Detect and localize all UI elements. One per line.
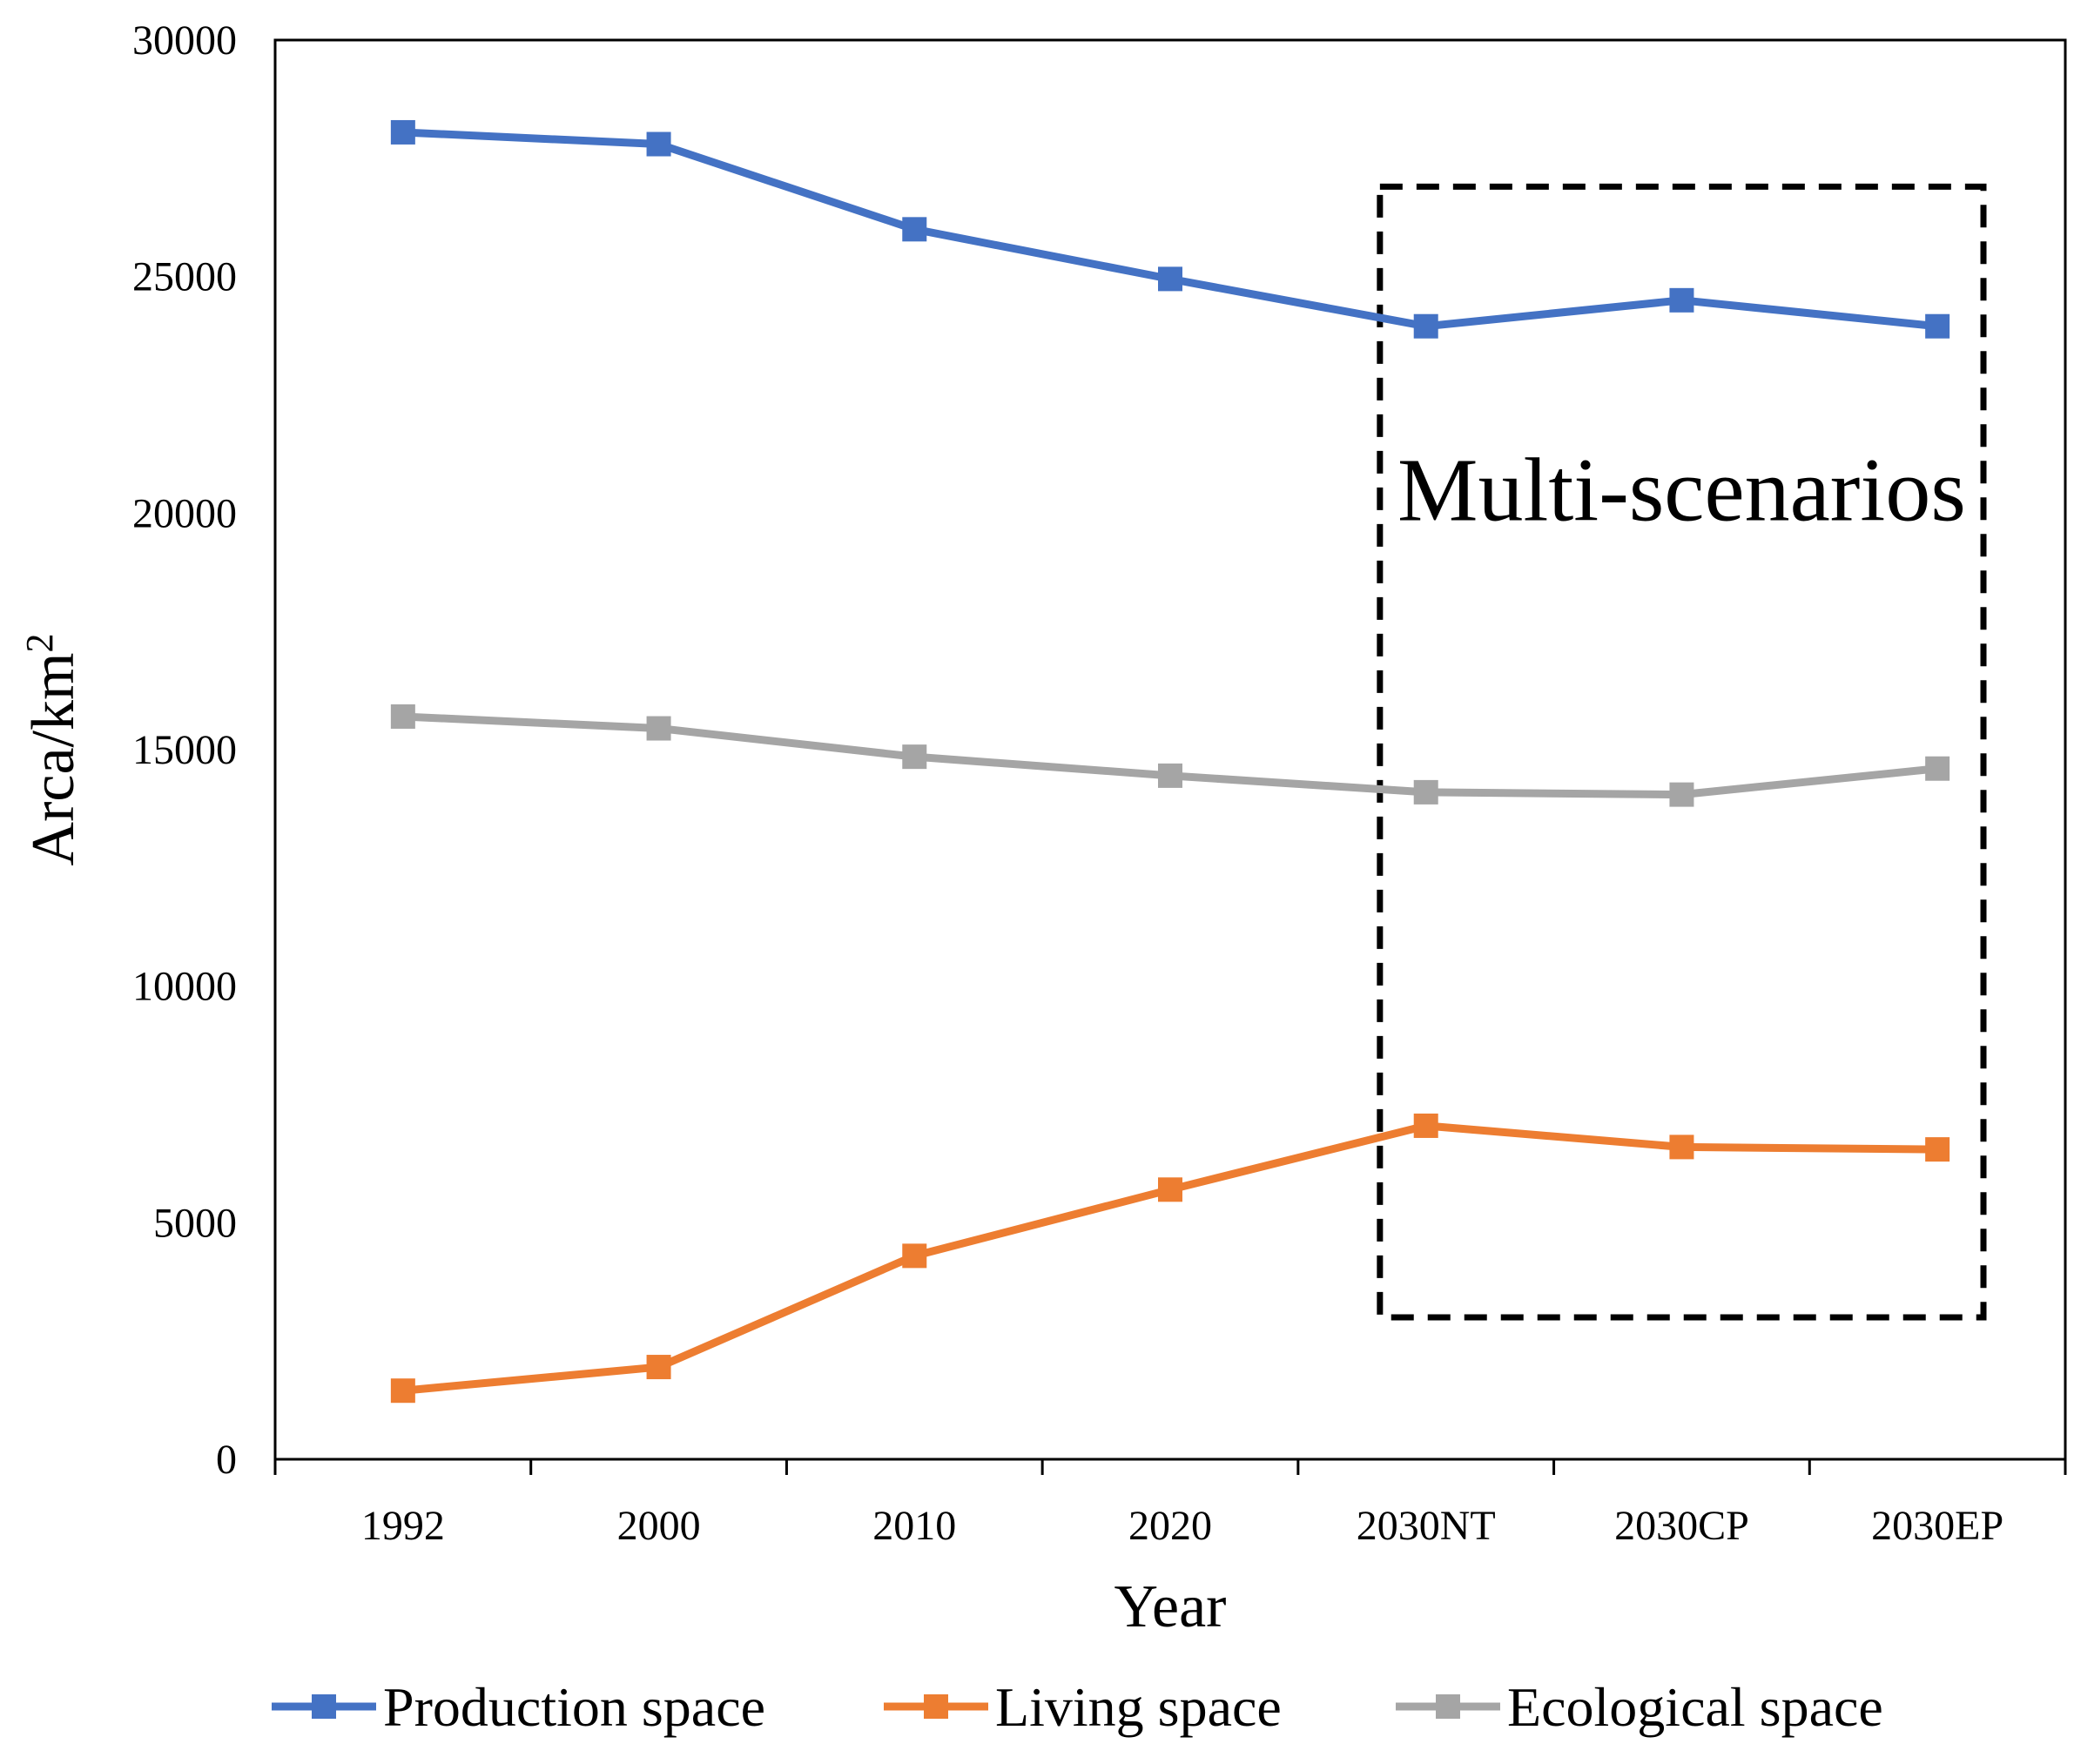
series-layer	[390, 119, 1950, 1404]
legend-marker-living-space	[924, 1694, 948, 1719]
data-point-living-space	[1669, 1134, 1694, 1160]
data-point-living-space	[646, 1355, 671, 1380]
data-point-ecological-space	[646, 716, 671, 741]
data-point-production-space	[1669, 287, 1694, 313]
x-tick-label: 1992	[361, 1503, 445, 1549]
legend-marker-production-space	[312, 1694, 336, 1719]
data-point-production-space	[390, 119, 415, 145]
data-point-ecological-space	[1413, 779, 1438, 805]
legend-label-living-space: Living space	[995, 1676, 1282, 1738]
y-axis-title: Arca/km2	[18, 634, 88, 866]
y-tick-label: 30000	[132, 17, 237, 64]
data-point-production-space	[902, 217, 927, 242]
data-point-living-space	[1925, 1137, 1950, 1162]
x-axis-title: Year	[1114, 1573, 1227, 1640]
y-axis-title-text: Arca/km	[20, 653, 87, 866]
legend-label-ecological-space: Ecological space	[1507, 1676, 1883, 1738]
data-point-production-space	[1413, 313, 1438, 339]
data-point-production-space	[1925, 313, 1950, 339]
multi-scenarios-annotation: Multi-scenarios	[1377, 183, 1987, 1321]
series-line-living-space	[399, 1121, 1942, 1395]
legend-marker-ecological-space	[1436, 1694, 1460, 1719]
y-tick-label: 25000	[132, 254, 237, 300]
series-living-space	[390, 1113, 1950, 1404]
data-point-ecological-space	[902, 744, 927, 770]
data-point-living-space	[902, 1243, 927, 1269]
series-production-space	[390, 119, 1950, 339]
x-tick-label: 2010	[872, 1503, 956, 1549]
y-tick-label: 10000	[132, 964, 237, 1010]
data-point-ecological-space	[390, 704, 415, 729]
series-line-production-space	[399, 128, 1942, 331]
legend-item-ecological-space: Ecological space	[1396, 1676, 1883, 1738]
x-tick-label: 2000	[617, 1503, 701, 1549]
data-point-living-space	[1413, 1113, 1438, 1138]
data-point-ecological-space	[1669, 782, 1694, 807]
y-axis-ticks: 0 5000 10000 15000 20000 25000 30000	[132, 17, 237, 1483]
data-point-production-space	[646, 131, 671, 157]
x-axis-ticks: 1992 2000 2010 2020 2030NT 2030CP 2030EP	[273, 1459, 2067, 1549]
x-tick-label: 2030NT	[1357, 1503, 1496, 1549]
legend: Production space Living space Ecological s…	[272, 1676, 1883, 1738]
y-axis-title-superscript: 2	[18, 634, 61, 653]
x-tick-label: 2030EP	[1871, 1503, 2003, 1549]
annotation-label: Multi-scenarios	[1397, 440, 1966, 540]
data-point-production-space	[1158, 266, 1182, 292]
data-point-living-space	[390, 1378, 415, 1404]
y-tick-label: 15000	[132, 727, 237, 773]
legend-label-production-space: Production space	[383, 1676, 765, 1738]
data-point-ecological-space	[1925, 756, 1950, 781]
plot-frame	[273, 38, 2067, 1461]
legend-item-production-space: Production space	[272, 1676, 765, 1738]
x-tick-label: 2030CP	[1614, 1503, 1749, 1549]
y-tick-label: 0	[216, 1437, 237, 1483]
data-point-ecological-space	[1158, 763, 1182, 788]
data-point-living-space	[1158, 1177, 1182, 1202]
series-ecological-space	[390, 704, 1950, 807]
legend-item-living-space: Living space	[884, 1676, 1282, 1738]
y-tick-label: 20000	[132, 490, 237, 536]
y-tick-label: 5000	[153, 1200, 237, 1246]
annotation-box	[1377, 183, 1987, 1321]
x-tick-label: 2020	[1128, 1503, 1212, 1549]
